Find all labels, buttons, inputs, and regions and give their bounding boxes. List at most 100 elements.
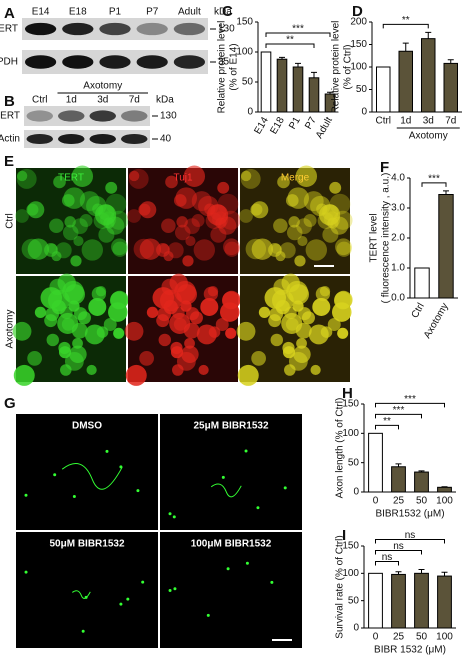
cell (57, 273, 76, 293)
cell (258, 306, 271, 319)
cell (167, 242, 184, 259)
lane-label: E18 (69, 7, 87, 18)
x-tick-label: E18 (268, 115, 287, 136)
cell (270, 333, 284, 347)
cell (221, 210, 241, 230)
cell (210, 226, 227, 243)
blot-band (24, 22, 57, 36)
marker-label: 130 (218, 24, 235, 35)
cell (100, 211, 117, 228)
sig-label: *** (292, 24, 304, 35)
neuron (172, 515, 176, 519)
sig-label: *** (428, 174, 440, 185)
cell (91, 286, 107, 302)
x-tick-label: 50 (416, 496, 428, 507)
error-bar (418, 470, 425, 473)
panel-letter: D (352, 3, 363, 20)
cell (237, 364, 259, 386)
bar (391, 573, 406, 629)
cell (176, 216, 188, 228)
sig-label: ** (402, 15, 410, 26)
neuron (105, 449, 109, 453)
neuron (24, 493, 28, 497)
cell (73, 235, 84, 247)
cell (49, 218, 64, 234)
panel-letter: B (4, 93, 15, 110)
cell (273, 218, 288, 234)
bar (308, 77, 320, 113)
micrograph (16, 532, 158, 648)
condition-label: 100μM BIBR1532 (191, 539, 272, 550)
cell (240, 170, 252, 182)
x-tick-label: P7 (303, 115, 319, 131)
y-tick-label: 100 (342, 428, 359, 439)
cell (236, 321, 256, 341)
blot-band (26, 133, 53, 145)
error-bar (395, 571, 402, 575)
neuron (119, 602, 123, 606)
marker-label: 35 (218, 57, 230, 68)
neuron (136, 489, 140, 493)
blot-band (173, 22, 206, 36)
cell (139, 238, 162, 260)
sig-label: ** (286, 35, 294, 46)
cell (60, 364, 72, 376)
cell (284, 364, 296, 376)
error-bar (311, 71, 317, 78)
cell (317, 212, 335, 230)
cell (212, 211, 229, 228)
lane-label: 7d (129, 95, 140, 106)
cell (183, 165, 206, 187)
y-tick-label: 100 (342, 568, 359, 579)
cell (161, 218, 176, 234)
y-axis-label: Survival rate (% of Ctrl) (335, 535, 346, 638)
cell (208, 326, 221, 338)
cell (71, 322, 88, 339)
cell (223, 238, 240, 256)
y-tick-label: 0 (361, 107, 367, 118)
cell (296, 218, 312, 234)
error-bar (443, 190, 449, 195)
cell (251, 351, 266, 366)
cell (333, 291, 352, 310)
blot-band (99, 22, 131, 36)
cell (58, 346, 72, 359)
micrograph (160, 414, 302, 530)
lane-label: Ctrl (32, 95, 48, 106)
y-tick-label: 0 (353, 487, 359, 498)
x-tick-label: 3d (423, 116, 434, 127)
neuron (168, 589, 172, 593)
bar (368, 572, 383, 629)
bar (437, 486, 452, 493)
cell (295, 322, 312, 339)
error-bar (295, 62, 301, 67)
bar (443, 62, 458, 113)
neuron (173, 587, 177, 591)
row-label: Ctrl (5, 213, 16, 229)
y-tick-label: 3.0 (391, 203, 405, 214)
bar (437, 575, 452, 629)
sig-bracket (265, 32, 331, 37)
group-label: Axotomy (83, 81, 122, 92)
blot-band (99, 55, 131, 69)
blot-band (173, 55, 206, 69)
sig-bracket (375, 539, 445, 544)
sig-label: *** (393, 405, 405, 416)
cell (185, 235, 196, 247)
cell (133, 238, 155, 260)
blot-band (89, 110, 116, 122)
cell (215, 318, 229, 331)
y-tick-label: 0 (353, 623, 359, 634)
x-tick-label: Ctrl (375, 116, 391, 127)
bar (276, 58, 288, 113)
x-tick-label: Adult (314, 115, 335, 140)
cell (69, 345, 87, 364)
cell (27, 351, 42, 366)
cell (277, 175, 290, 189)
lane-label: Adult (178, 7, 201, 18)
bar (438, 194, 454, 299)
cell (15, 209, 29, 223)
cell (191, 214, 205, 227)
condition-label: 50μM BIBR1532 (49, 539, 124, 550)
x-tick-label: Ctrl (410, 301, 427, 320)
